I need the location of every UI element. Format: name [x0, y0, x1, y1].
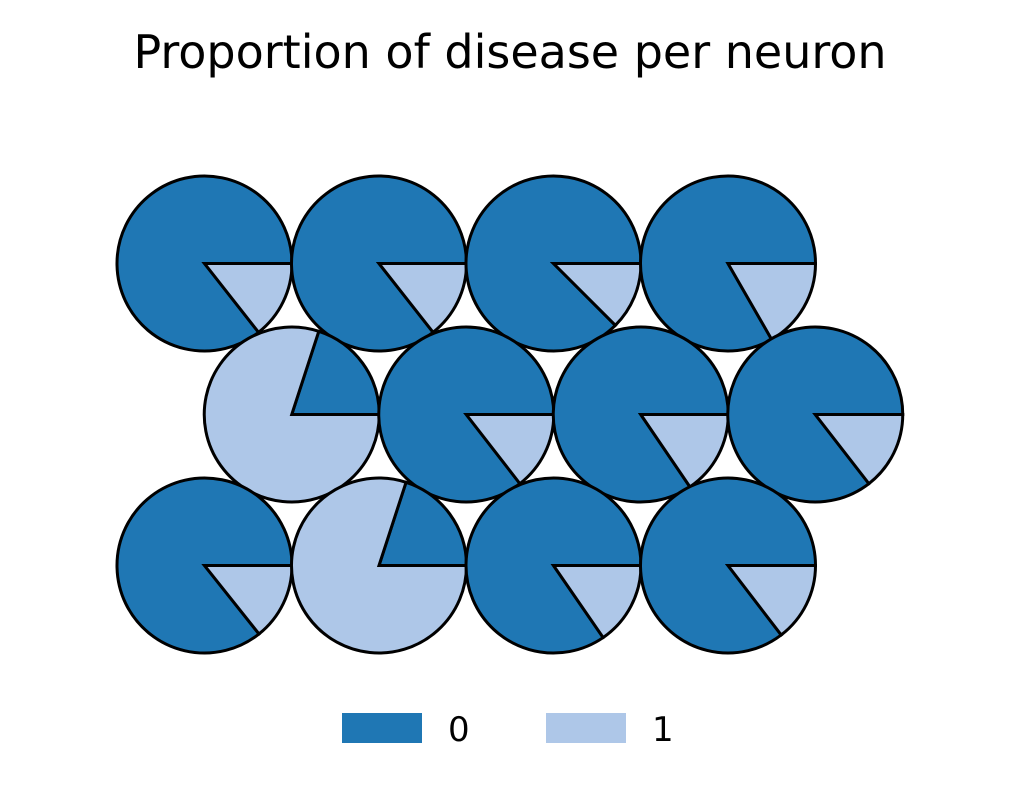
neuron-pie: [464, 476, 643, 655]
pie-slice-0: [639, 174, 818, 353]
neuron-pie: [115, 174, 294, 353]
pie-slice-0: [464, 174, 643, 353]
neuron-pie: [726, 325, 905, 504]
neuron-pie: [377, 325, 556, 504]
legend-label-0: 0: [448, 710, 470, 750]
neuron-pie: [202, 325, 381, 504]
neuron-pie: [290, 476, 469, 655]
neuron-pie: [639, 174, 818, 353]
pie-slice-0: [464, 476, 643, 655]
legend: 0 1: [342, 710, 674, 750]
neuron-pie-grid: [115, 174, 905, 655]
neuron-pie: [464, 174, 643, 353]
legend-label-1: 1: [652, 710, 674, 750]
neuron-pie: [115, 476, 294, 655]
pie-slice-1: [812, 413, 905, 486]
legend-swatch-0: [342, 713, 422, 743]
chart-title: Proportion of disease per neuron: [133, 25, 886, 79]
neuron-pie: [290, 174, 469, 353]
neuron-pie: [551, 325, 730, 504]
pie-slice-1: [724, 564, 818, 638]
pie-slice-1: [290, 476, 469, 655]
pie-slice-1: [202, 325, 381, 504]
neuron-pie: [639, 476, 818, 655]
legend-swatch-1: [546, 713, 626, 743]
